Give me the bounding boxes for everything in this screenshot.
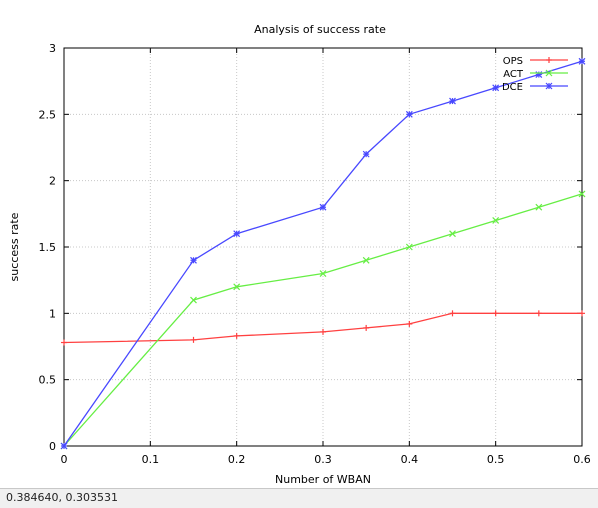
cursor-coordinates: 0.384640, 0.303531 <box>6 491 118 504</box>
data-point-marker <box>405 110 413 118</box>
series-line-ops <box>63 312 582 344</box>
x-tick-label: 0.6 <box>573 453 591 466</box>
data-point-marker <box>363 324 370 331</box>
y-tick-label: 1.5 <box>39 241 57 254</box>
x-tick-label: 0.5 <box>487 453 505 466</box>
data-point-marker <box>233 332 240 339</box>
series-dce <box>60 57 586 450</box>
x-tick-label: 0 <box>61 453 68 466</box>
x-tick-label: 0.3 <box>314 453 332 466</box>
data-point-marker <box>362 256 370 264</box>
data-point-marker <box>61 339 67 346</box>
y-tick-label: 1 <box>49 307 56 320</box>
legend-label: OPS <box>503 56 523 67</box>
y-tick-label: 3 <box>49 42 56 55</box>
data-point-marker <box>362 150 370 158</box>
legend: OPS ACT DCE <box>502 56 568 93</box>
data-point-marker <box>319 270 327 277</box>
y-tick-label: 2.5 <box>39 108 57 121</box>
data-point-marker <box>545 69 553 77</box>
data-point-marker <box>545 82 553 90</box>
data-point-marker <box>578 190 586 198</box>
legend-label: DCE <box>502 82 523 93</box>
data-point-marker <box>233 230 241 238</box>
x-tick-label: 0.4 <box>401 453 419 466</box>
success-rate-chart: 0 0.1 0.2 0.3 0.4 0.5 0.6 0 0.5 1 1.5 2 2.5 3 OPS ACT D… <box>8 23 591 486</box>
data-point-marker <box>579 310 585 317</box>
plot-area[interactable]: 0 0.1 0.2 0.3 0.4 0.5 0.6 0 0.5 1 1.5 2 2.5 3 OPS ACT D… <box>0 0 598 488</box>
data-point-marker <box>492 217 500 224</box>
data-point-marker <box>492 310 499 317</box>
data-point-marker <box>578 57 586 65</box>
axis-ticks: 0 0.1 0.2 0.3 0.4 0.5 0.6 0 0.5 1 1.5 2 2.5 3 <box>39 42 591 466</box>
data-point-marker <box>449 230 456 238</box>
data-point-marker <box>449 97 456 105</box>
y-tick-label: 0.5 <box>39 374 57 387</box>
data-point-marker <box>190 336 197 343</box>
data-point-marker <box>405 243 413 251</box>
legend-label: ACT <box>503 69 524 80</box>
data-point-marker <box>535 310 542 317</box>
x-tick-label: 0.1 <box>142 453 160 466</box>
legend-item-ops: OPS <box>503 56 568 67</box>
data-point-marker <box>190 296 197 304</box>
data-point-marker <box>535 203 543 211</box>
data-point-marker <box>190 256 197 264</box>
data-point-marker <box>406 320 413 327</box>
x-axis-label: Number of WBAN <box>275 473 371 486</box>
y-tick-label: 2 <box>49 175 56 188</box>
series-group <box>60 57 586 450</box>
y-tick-label: 0 <box>49 440 56 453</box>
y-axis-label: success rate <box>8 212 21 281</box>
series-ops <box>61 310 585 346</box>
chart-title: Analysis of success rate <box>254 23 386 36</box>
data-point-marker <box>492 84 500 92</box>
data-point-marker <box>320 328 326 335</box>
data-point-marker <box>546 57 552 63</box>
data-point-marker <box>449 310 456 317</box>
series-line-dce <box>63 60 583 447</box>
series-line-act <box>63 193 583 447</box>
data-point-marker <box>319 203 327 211</box>
data-point-marker <box>60 442 68 450</box>
legend-item-dce: DCE <box>502 82 568 93</box>
legend-item-act: ACT <box>503 69 568 80</box>
x-tick-label: 0.2 <box>228 453 246 466</box>
data-point-marker <box>233 283 241 291</box>
status-bar: 0.384640, 0.303531 <box>0 488 598 508</box>
